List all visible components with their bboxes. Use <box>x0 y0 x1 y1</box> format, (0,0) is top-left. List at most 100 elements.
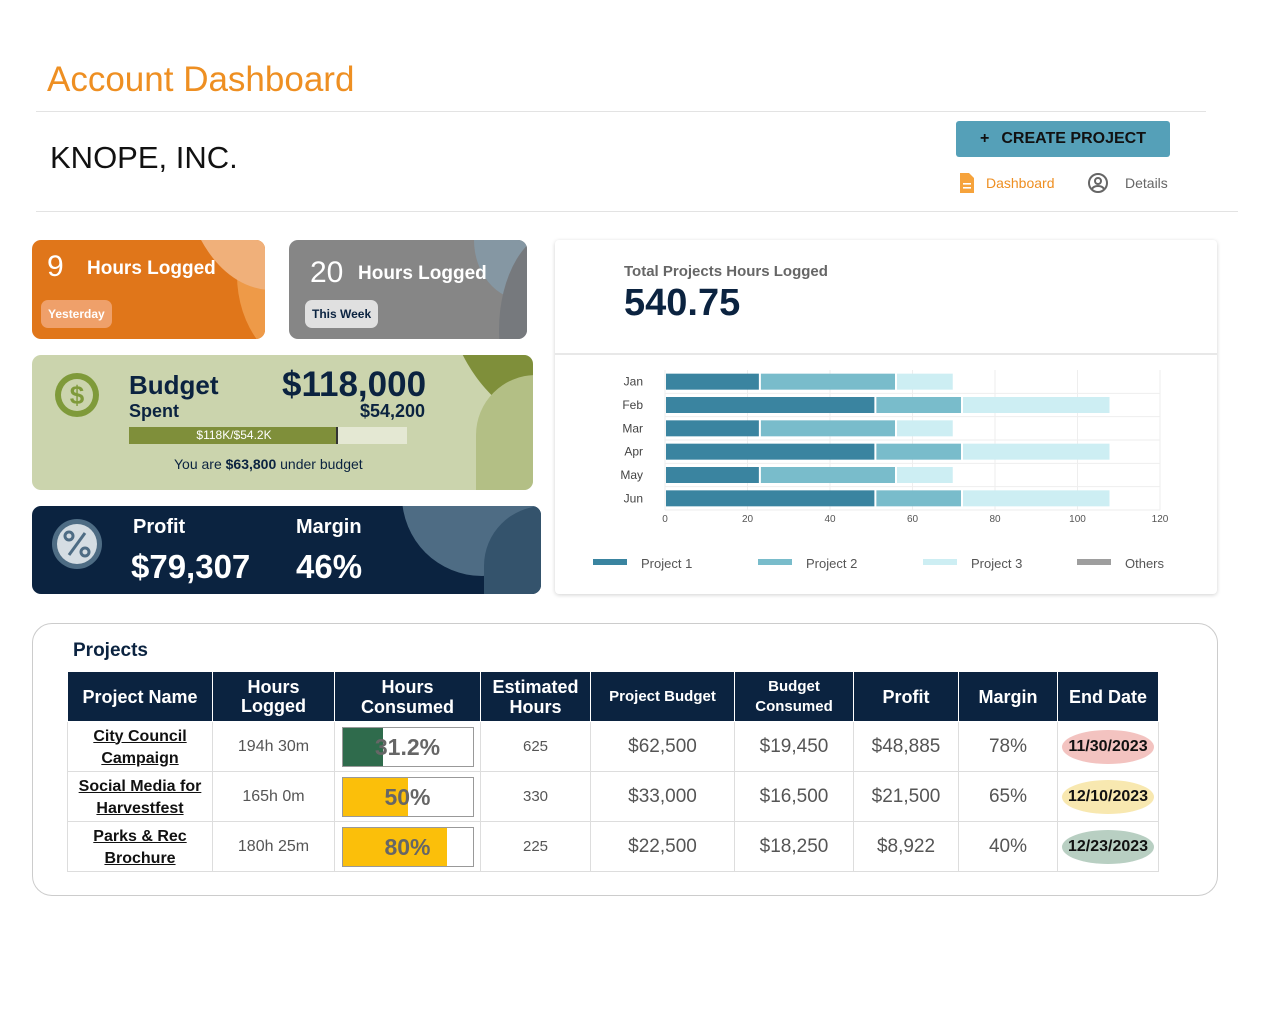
table-row: Social Media for Harvestfest 165h 0m 50%… <box>67 771 1159 822</box>
create-project-button[interactable]: + CREATE PROJECT <box>956 121 1170 157</box>
budget-note: You are $63,800 under budget <box>174 456 363 472</box>
bar-project-1 <box>666 490 875 507</box>
nav-details[interactable]: Details <box>1087 172 1168 194</box>
profit-cell: $48,885 <box>853 721 959 772</box>
legend-swatch <box>758 559 792 565</box>
x-tick-label: 100 <box>1069 514 1086 525</box>
hours-bar-chart: 0 20 40 60 80 100 120 Jan Feb Mar Apr May Jun Project… <box>593 370 1169 571</box>
y-tick-label: Jan <box>624 375 643 389</box>
legend-swatch <box>1077 559 1111 565</box>
hours-consumed-bar: 80% <box>341 826 474 867</box>
end-date-badge: 11/30/2023 <box>1062 729 1154 764</box>
divider <box>36 211 1238 212</box>
legend-swatch <box>923 559 957 565</box>
project-link[interactable]: City Council Campaign <box>93 727 187 767</box>
y-tick-label: Apr <box>624 445 643 459</box>
company-name: KNOPE, INC. <box>50 140 238 175</box>
projects-table: Project Name Hours Logged Hours Consumed… <box>67 671 1159 872</box>
bar-project-3 <box>897 420 953 437</box>
table-row: City Council Campaign 194h 30m 31.2% 625… <box>67 721 1159 772</box>
project-name-cell: City Council Campaign <box>67 721 213 772</box>
hours-consumed-cell: 50% <box>334 771 481 822</box>
divider <box>36 111 1206 112</box>
end-date-badge: 12/23/2023 <box>1061 829 1155 864</box>
percent-icon <box>52 519 102 569</box>
bar-project-2 <box>760 373 895 390</box>
legend-swatch <box>593 559 627 565</box>
hours-logged-cell: 180h 25m <box>212 821 335 872</box>
x-tick-label: 0 <box>662 514 668 525</box>
bar-project-2 <box>876 490 961 507</box>
hours-chart-card: Total Projects Hours Logged 540.75 0 20 40… <box>555 240 1217 594</box>
plus-icon: + <box>980 130 990 147</box>
end-date-cell: 11/30/2023 <box>1057 721 1159 772</box>
legend-label: Project 1 <box>641 556 692 571</box>
bar-project-2 <box>760 467 895 483</box>
legend-label: Project 3 <box>971 556 1022 571</box>
y-tick-label: May <box>620 468 643 482</box>
nav-dashboard[interactable]: Dashboard <box>958 172 1055 194</box>
col-end-date: End Date <box>1057 671 1159 722</box>
hours-logged-cell: 165h 0m <box>212 771 335 822</box>
end-date-badge: 12/10/2023 <box>1061 779 1155 814</box>
col-project-name: Project Name <box>67 671 213 722</box>
x-tick-label: 40 <box>824 514 836 525</box>
estimated-hours-cell: 330 <box>480 771 591 822</box>
budget-card: $ Budget $118,000 Spent $54,200 $118K/$5… <box>32 355 533 490</box>
hours-yesterday-card: 9 Hours Logged Yesterday <box>32 240 265 339</box>
hours-logged-cell: 194h 30m <box>212 721 335 772</box>
user-circle-icon <box>1088 173 1108 193</box>
col-hours-logged: Hours Logged <box>212 671 335 722</box>
legend-label: Project 2 <box>806 556 857 571</box>
legend-label: Others <box>1125 556 1165 571</box>
hours-consumed-cell: 80% <box>334 821 481 872</box>
project-name-cell: Parks & Rec Brochure <box>67 821 213 872</box>
bar-project-1 <box>666 373 759 390</box>
bar-project-3 <box>897 373 953 390</box>
budget-consumed-cell: $19,450 <box>734 721 854 772</box>
project-link[interactable]: Parks & Rec Brochure <box>93 827 187 867</box>
col-profit: Profit <box>853 671 959 722</box>
x-tick-label: 120 <box>1152 514 1169 525</box>
bar-project-2 <box>876 443 961 460</box>
profit-cell: $8,922 <box>853 821 959 872</box>
bar-project-3 <box>963 397 1110 413</box>
bar-project-1 <box>666 467 759 483</box>
y-tick-label: Feb <box>622 398 643 412</box>
end-date-cell: 12/10/2023 <box>1057 771 1159 822</box>
x-tick-label: 80 <box>989 514 1001 525</box>
profit-cell: $21,500 <box>853 771 959 822</box>
col-budget-consumed: Budget Consumed <box>734 671 854 722</box>
this-week-badge: This Week <box>305 300 379 328</box>
hours-consumed-cell: 31.2% <box>334 721 481 772</box>
yesterday-badge: Yesterday <box>41 300 112 328</box>
estimated-hours-cell: 225 <box>480 821 591 872</box>
col-project-budget: Project Budget <box>590 671 735 722</box>
col-hours-consumed: Hours Consumed <box>334 671 481 722</box>
project-link[interactable]: Social Media for Harvestfest <box>78 777 202 817</box>
bar-project-3 <box>963 443 1110 460</box>
bar-project-1 <box>666 397 875 413</box>
projects-panel: Projects <box>32 623 1218 896</box>
margin-cell: 40% <box>958 821 1058 872</box>
project-budget-cell: $33,000 <box>590 771 735 822</box>
margin-cell: 78% <box>958 721 1058 772</box>
budget-consumed-cell: $18,250 <box>734 821 854 872</box>
bar-project-3 <box>963 490 1110 507</box>
dollar-icon: $ <box>55 373 99 417</box>
svg-text:$: $ <box>70 380 85 410</box>
project-name-cell: Social Media for Harvestfest <box>67 771 213 822</box>
budget-progress-bar: $118K/$54.2K <box>129 427 407 444</box>
hours-consumed-bar: 31.2% <box>341 726 474 767</box>
bar-project-3 <box>897 467 953 483</box>
estimated-hours-cell: 625 <box>480 721 591 772</box>
budget-consumed-cell: $16,500 <box>734 771 854 822</box>
x-tick-label: 60 <box>907 514 919 525</box>
bar-project-2 <box>760 420 895 437</box>
page-title: Account Dashboard <box>47 60 355 99</box>
hours-week-card: 20 Hours Logged This Week <box>289 240 527 339</box>
bar-project-1 <box>666 443 875 460</box>
end-date-cell: 12/23/2023 <box>1057 821 1159 872</box>
table-row: Parks & Rec Brochure 180h 25m 80% 225 $2… <box>67 821 1159 872</box>
y-tick-label: Mar <box>622 421 643 435</box>
